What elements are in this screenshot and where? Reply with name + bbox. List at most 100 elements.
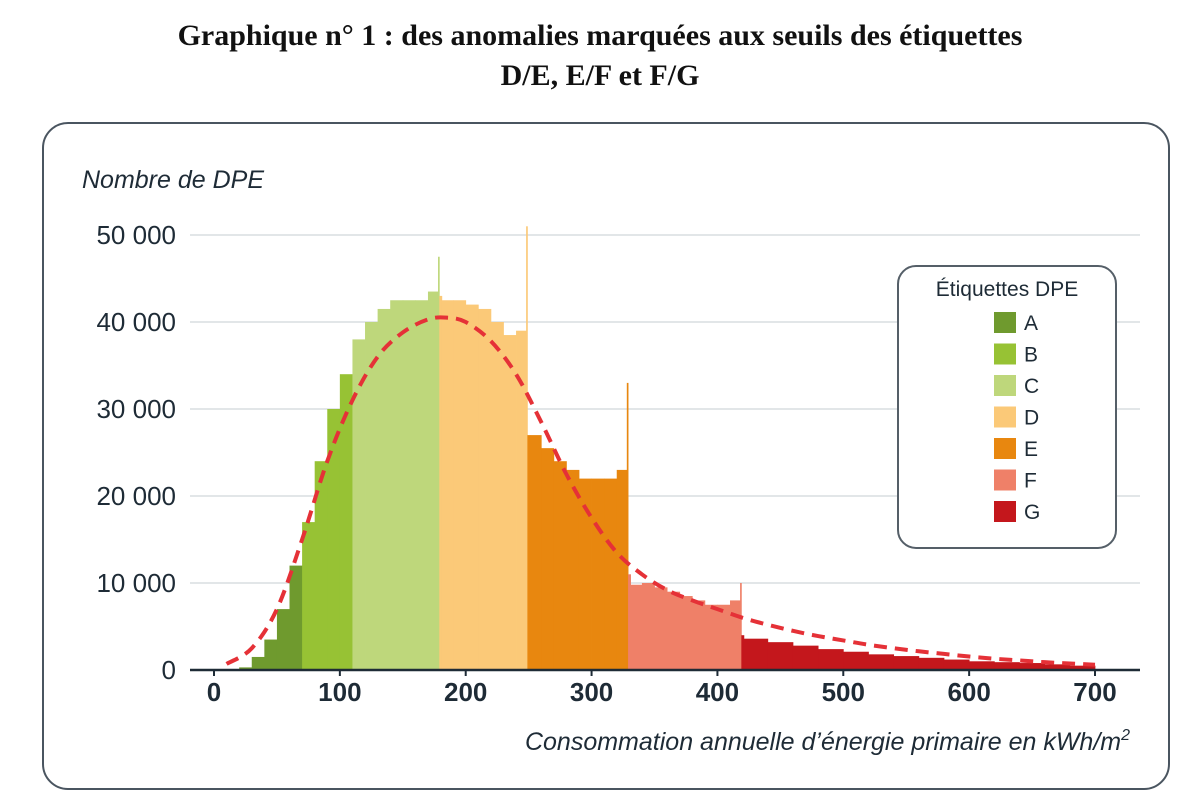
histogram-bar <box>740 583 742 670</box>
histogram-bar <box>792 645 819 670</box>
legend-label: C <box>1024 375 1039 398</box>
histogram-bar <box>893 656 920 670</box>
histogram-bar <box>654 587 668 670</box>
legend-label: F <box>1024 470 1037 493</box>
legend-swatch <box>994 375 1016 396</box>
histogram-bar <box>427 291 439 670</box>
x-tick-label: 0 <box>207 677 221 707</box>
histogram-bar <box>741 635 745 670</box>
y-tick-label: 40 000 <box>96 307 176 337</box>
legend-title: Étiquettes DPE <box>936 278 1078 301</box>
histogram-bar <box>465 304 479 670</box>
histogram-bar <box>743 638 769 670</box>
histogram-bar <box>604 478 618 670</box>
histogram-bar <box>276 609 290 670</box>
histogram-bar <box>438 256 440 670</box>
histogram-bar <box>591 478 605 670</box>
histogram-bar <box>628 574 631 670</box>
legend-swatch <box>994 501 1016 522</box>
histogram-bar <box>302 522 316 670</box>
x-tick-label: 300 <box>570 677 613 707</box>
histogram-bar <box>616 469 628 670</box>
histogram-bar <box>352 339 366 670</box>
histogram-bar <box>717 604 731 670</box>
chart-title-line-2: D/E, E/F et F/G <box>500 59 700 92</box>
histogram-bar <box>1019 663 1046 670</box>
histogram-bar <box>503 335 517 670</box>
legend-label: E <box>1024 438 1038 461</box>
x-tick-label: 500 <box>822 677 865 707</box>
histogram-bar <box>264 639 278 670</box>
y-tick-label: 10 000 <box>96 568 176 598</box>
x-tick-label: 600 <box>947 677 990 707</box>
chart-panel <box>42 122 1170 790</box>
histogram-bar <box>692 600 706 670</box>
histogram-bar <box>994 662 1020 670</box>
x-axis-label-text: Consommation annuelle d’énergie primaire… <box>525 728 1121 756</box>
legend-swatch <box>994 406 1016 428</box>
histogram-bar <box>527 435 531 670</box>
histogram-bars <box>239 226 1096 671</box>
histogram-bar <box>516 330 527 670</box>
histogram-bar <box>641 583 655 670</box>
histogram-bar <box>969 661 995 670</box>
histogram-bar <box>439 295 443 670</box>
legend-label: A <box>1024 312 1038 335</box>
histogram-bar <box>526 226 528 671</box>
histogram-bar <box>289 565 303 670</box>
x-tick-label: 200 <box>444 677 487 707</box>
histogram-bar <box>390 300 404 670</box>
histogram-bar <box>553 461 567 670</box>
histogram-bar <box>478 308 492 670</box>
histogram-bar <box>415 300 429 670</box>
y-tick-label: 30 000 <box>96 394 176 424</box>
histogram-bar <box>630 584 643 670</box>
x-axis-label-superscript: 2 <box>1120 727 1130 744</box>
histogram-bar <box>626 382 629 670</box>
x-tick-label: 400 <box>696 677 739 707</box>
x-axis-label: Consommation annuelle d’énergie primaire… <box>525 727 1130 756</box>
fit-curve <box>225 315 1096 667</box>
histogram-bar <box>327 409 341 670</box>
histogram-bar <box>365 322 379 670</box>
histogram-bar <box>767 642 794 670</box>
y-tick-label: 0 <box>162 655 176 685</box>
histogram-bar <box>679 596 693 670</box>
x-tick-label: 100 <box>318 677 361 707</box>
histogram-bar <box>541 448 555 670</box>
y-axis-ticks: 0 10 000 20 000 30 000 40 000 50 000 <box>96 220 176 685</box>
legend-label: G <box>1024 501 1040 524</box>
legend-swatch <box>994 469 1016 491</box>
x-axis-ticks: 0 100 200 300 400 500 600 700 <box>207 670 1117 707</box>
histogram-bar <box>578 478 592 670</box>
histogram-bar <box>730 600 741 670</box>
y-axis-label: Nombre de DPE <box>82 166 264 194</box>
histogram-bar <box>843 651 869 670</box>
histogram-bar <box>377 308 391 670</box>
histogram-bar <box>251 656 265 670</box>
legend-label: B <box>1024 344 1038 367</box>
histogram-bar <box>239 667 253 670</box>
histogram-bar <box>529 435 542 670</box>
histogram-bar <box>490 322 504 670</box>
histogram-bar <box>1044 664 1071 670</box>
histogram-bar <box>704 604 718 670</box>
chart-title-line-1: Graphique n° 1 : des anomalies marquées … <box>177 19 1023 52</box>
legend-label: D <box>1024 407 1039 430</box>
y-tick-label: 20 000 <box>96 481 176 511</box>
histogram-bar <box>868 654 895 670</box>
histogram-bar <box>818 649 844 670</box>
histogram-bar <box>402 300 416 670</box>
histogram-bar <box>453 300 467 670</box>
histogram-bar <box>943 659 970 670</box>
histogram-bar <box>566 469 580 670</box>
legend-swatch <box>994 343 1016 365</box>
histogram-bar <box>667 591 681 670</box>
histogram-bar <box>918 657 945 670</box>
legend-swatch <box>994 438 1016 459</box>
legend-swatch <box>994 312 1016 333</box>
y-tick-label: 50 000 <box>96 220 176 250</box>
